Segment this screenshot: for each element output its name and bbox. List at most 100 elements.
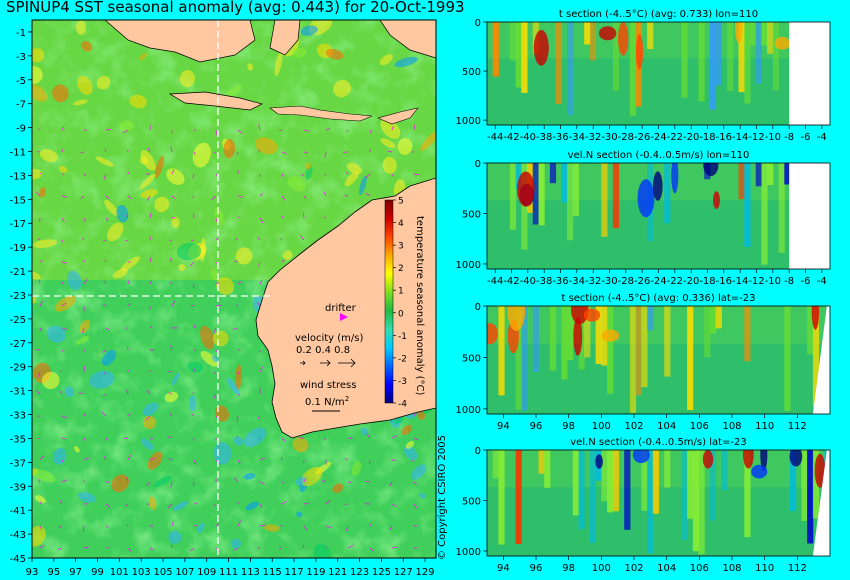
map-y-tick-label: -27 [10, 339, 26, 350]
anomaly-eddy [230, 538, 242, 549]
map-y-tick-label: -15 [10, 195, 26, 206]
map-y-tick-label: -45 [10, 554, 26, 565]
velocity-vector [145, 415, 151, 421]
velocity-vector [192, 173, 195, 179]
section-x-tick-label: -26 [634, 132, 650, 143]
velocity-vector [149, 257, 152, 263]
section-cell [744, 22, 751, 104]
section-x-tick-label: 98 [562, 421, 575, 432]
section-cell [744, 306, 751, 362]
section-frame [486, 305, 831, 415]
velocity-vector [104, 280, 107, 285]
section-x-tick-label: -40 [520, 132, 536, 143]
map-x-tick-label: 109 [197, 567, 216, 578]
velocity-vector [303, 129, 310, 132]
section-x-tick-label: 100 [592, 563, 611, 574]
section-core [743, 450, 754, 469]
colorbar-label: temperature seasonal anomaly (°C) [414, 216, 425, 395]
map-y-tick-label: -11 [10, 148, 26, 159]
anomaly-eddy [197, 522, 205, 533]
section-cell [578, 450, 585, 530]
anomaly-eddy [235, 247, 253, 265]
anomaly-eddy [282, 250, 293, 260]
section-cell [738, 163, 745, 200]
section-y-tick-label: 0 [475, 446, 481, 457]
velocity-vector [149, 212, 152, 219]
section-core [583, 308, 601, 322]
section-cell [521, 306, 528, 411]
section-core [595, 454, 603, 469]
velocity-vector [123, 437, 129, 439]
section-cell [738, 22, 745, 93]
velocity-vector [61, 239, 64, 243]
section-x-tick-label: -44 [487, 276, 503, 287]
anomaly-eddy [187, 361, 204, 373]
velocity-vector [237, 195, 243, 198]
section-cell [698, 450, 705, 555]
velocity-vector [61, 349, 64, 352]
velocity-vector [104, 259, 107, 263]
anomaly-eddy [274, 51, 283, 77]
anomaly-eddy [140, 189, 158, 199]
section-cell [607, 450, 614, 513]
velocity-vector [170, 481, 173, 488]
section-cell [555, 22, 562, 104]
velocity-vector [193, 151, 196, 156]
velocity-vector [215, 282, 220, 285]
section-panel: vel.N section (-0.4..0.5m/s) lat=-23 94 96… [456, 437, 831, 574]
section-cell [567, 163, 574, 241]
velocity-vector [83, 437, 86, 441]
velocity-vector [365, 480, 371, 483]
section-core [487, 323, 498, 345]
section-cell [561, 306, 568, 380]
section-x-tick-label: 112 [788, 563, 807, 574]
anomaly-eddy [75, 335, 90, 345]
map-y-tick-label: -7 [16, 100, 26, 111]
velocity-vector [78, 392, 85, 395]
anomaly-eddy [32, 168, 42, 180]
anomaly-eddy [81, 40, 93, 52]
anomaly-eddy [382, 156, 397, 174]
velocity-vector [413, 503, 418, 509]
section-x-tick-label: 108 [722, 421, 741, 432]
velocity-vector [146, 195, 151, 201]
section-x-tick-label: -12 [748, 132, 764, 143]
section-core [811, 306, 820, 330]
section-core [573, 316, 583, 356]
section-x-tick-label: 102 [624, 421, 643, 432]
section-cell [715, 22, 722, 86]
section-cell [612, 22, 619, 91]
velocity-vector [193, 459, 197, 465]
velocity-vector [369, 129, 372, 134]
map-x-tick-label: 93 [26, 567, 39, 578]
section-x-tick-label: -22 [667, 276, 683, 287]
anomaly-eddy [359, 175, 367, 196]
velocity-vector [215, 217, 218, 222]
anomaly-eddy [139, 53, 147, 61]
section-cell [761, 22, 768, 46]
anomaly-eddy [79, 319, 91, 334]
velocity-vector [39, 501, 42, 505]
velocity-vector [103, 393, 107, 396]
map-y-tick-label: -17 [10, 219, 26, 230]
section-cell [629, 22, 637, 116]
section-x-tick-label: -16 [716, 132, 732, 143]
velocity-vector [61, 217, 65, 222]
velocity-vector [259, 279, 263, 285]
map-y-tick-label: -33 [10, 411, 26, 422]
velocity-vector [105, 327, 111, 331]
anomaly-eddy [142, 402, 159, 416]
section-cell [784, 163, 791, 185]
velocity-vector [127, 303, 131, 307]
section-x-tick-label: 108 [722, 563, 741, 574]
section-cell [755, 163, 762, 187]
anomaly-eddy [166, 168, 185, 185]
section-x-tick-label: -8 [784, 132, 794, 143]
velocity-vector [303, 525, 308, 531]
map-y-tick-label: -23 [10, 291, 26, 302]
map-y-tick-label: -13 [10, 171, 26, 182]
section-cell [607, 306, 614, 394]
velocity-vector [122, 129, 129, 134]
anomaly-eddy [223, 139, 236, 159]
section-x-tick-label: -40 [520, 276, 536, 287]
